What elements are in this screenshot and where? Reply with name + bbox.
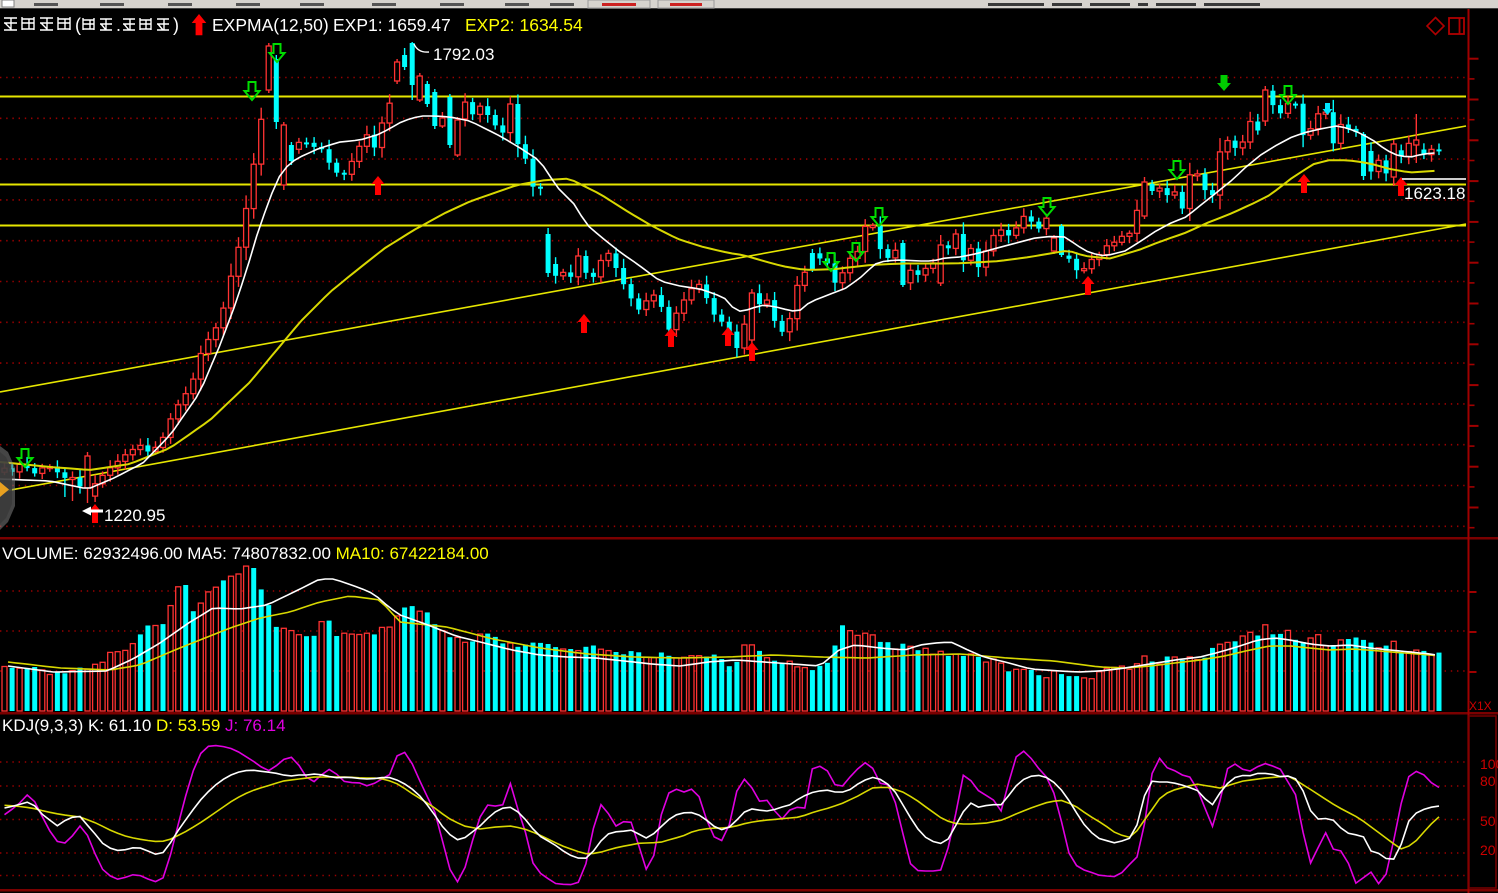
svg-text:X1X: X1X xyxy=(1469,699,1492,713)
svg-text:100: 100 xyxy=(1480,756,1498,772)
svg-text:1220.95: 1220.95 xyxy=(104,506,165,525)
svg-text:80: 80 xyxy=(1480,773,1496,789)
svg-text:.: . xyxy=(116,15,121,35)
svg-text:KDJ(9,3,3) K: 61.10 D: 53.59: KDJ(9,3,3) K: 61.10 D: 53.59 J: 76.14 xyxy=(2,716,286,735)
svg-text:(: ( xyxy=(75,15,81,35)
svg-text:50: 50 xyxy=(1480,813,1496,829)
svg-text:VOLUME: 62932496.00 MA5: 7480: VOLUME: 62932496.00 MA5: 74807832.00 MA1… xyxy=(2,544,489,563)
svg-text:1623.18: 1623.18 xyxy=(1404,184,1465,203)
svg-text:EXPMA(12,50): EXPMA(12,50) xyxy=(212,15,329,35)
svg-text:EXP2: 1634.54: EXP2: 1634.54 xyxy=(465,15,583,35)
svg-text:): ) xyxy=(173,15,179,35)
svg-text:EXP1: 1659.47: EXP1: 1659.47 xyxy=(333,15,451,35)
svg-text:1792.03: 1792.03 xyxy=(433,45,494,64)
svg-text:20: 20 xyxy=(1480,842,1496,858)
